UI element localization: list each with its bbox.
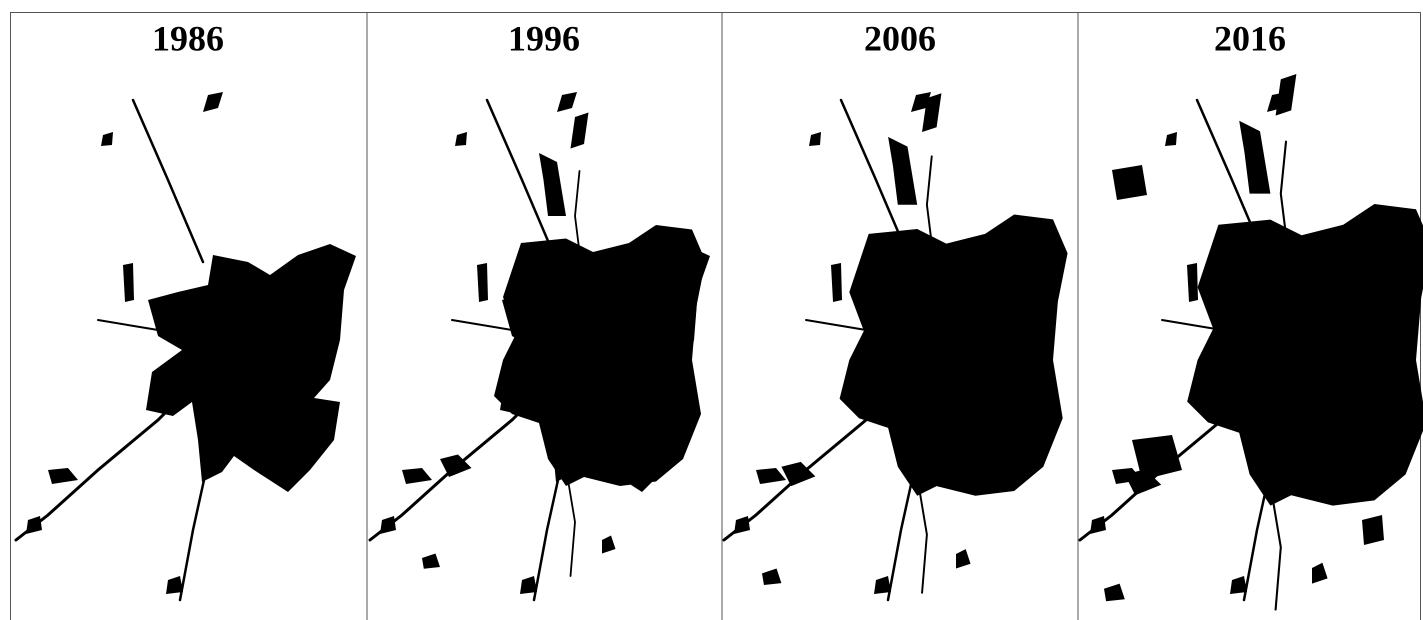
panel-title: 1986 <box>152 18 224 58</box>
urban-growth <box>761 92 1069 594</box>
urban-growth <box>421 111 707 577</box>
panel-title: 2006 <box>864 18 936 58</box>
panel <box>1078 72 1423 611</box>
panel <box>368 90 712 602</box>
panel <box>14 90 358 602</box>
frame <box>10 12 1421 620</box>
urban-footprint <box>14 90 358 602</box>
panel-title: 1996 <box>508 18 580 58</box>
panel-title: 2016 <box>1214 18 1286 58</box>
panel <box>722 90 1069 602</box>
